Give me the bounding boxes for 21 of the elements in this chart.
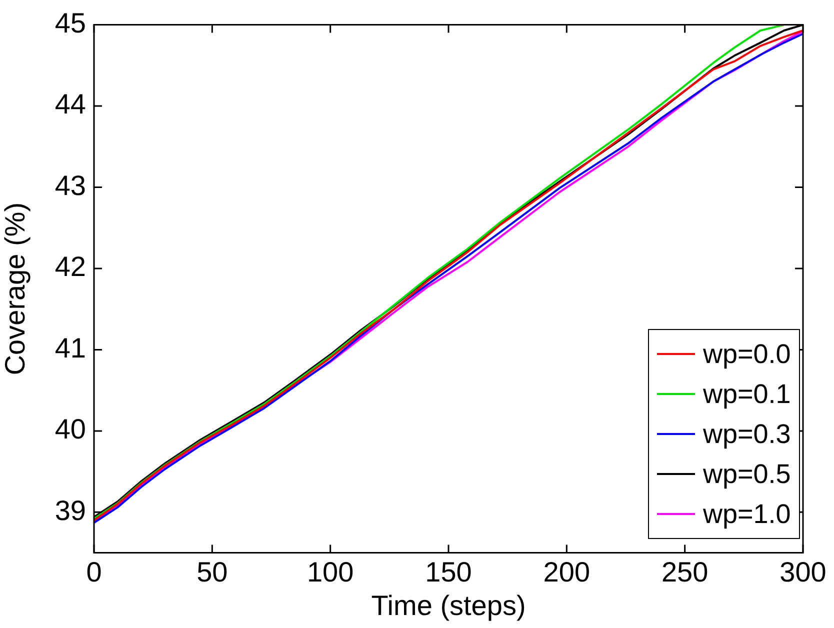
x-tick-label: 100 bbox=[306, 556, 354, 588]
legend-label: wp=0.1 bbox=[703, 378, 791, 411]
y-tick-label: 39 bbox=[54, 494, 86, 526]
legend-label: wp=0.3 bbox=[703, 418, 791, 451]
x-tick-label: 0 bbox=[86, 556, 102, 588]
y-tick-label: 40 bbox=[54, 414, 86, 445]
legend-label: wp=1.0 bbox=[703, 498, 791, 531]
x-tick-label: 150 bbox=[425, 556, 472, 588]
x-tick-label: 200 bbox=[543, 556, 590, 588]
x-tick-label: 50 bbox=[196, 556, 228, 588]
x-tick-label: 250 bbox=[661, 556, 708, 588]
y-tick-label: 43 bbox=[54, 170, 86, 201]
x-axis-title: Time (steps) bbox=[371, 590, 526, 621]
legend-label: wp=0.0 bbox=[703, 338, 791, 371]
y-axis-title: Coverage (%) bbox=[0, 202, 31, 376]
y-tick-label: 45 bbox=[54, 8, 86, 39]
y-tick-label: 44 bbox=[54, 88, 86, 120]
legend-label: wp=0.5 bbox=[703, 458, 791, 491]
y-tick-label: 41 bbox=[54, 332, 86, 364]
y-tick-label: 42 bbox=[54, 251, 86, 282]
x-tick-label: 300 bbox=[780, 556, 826, 588]
